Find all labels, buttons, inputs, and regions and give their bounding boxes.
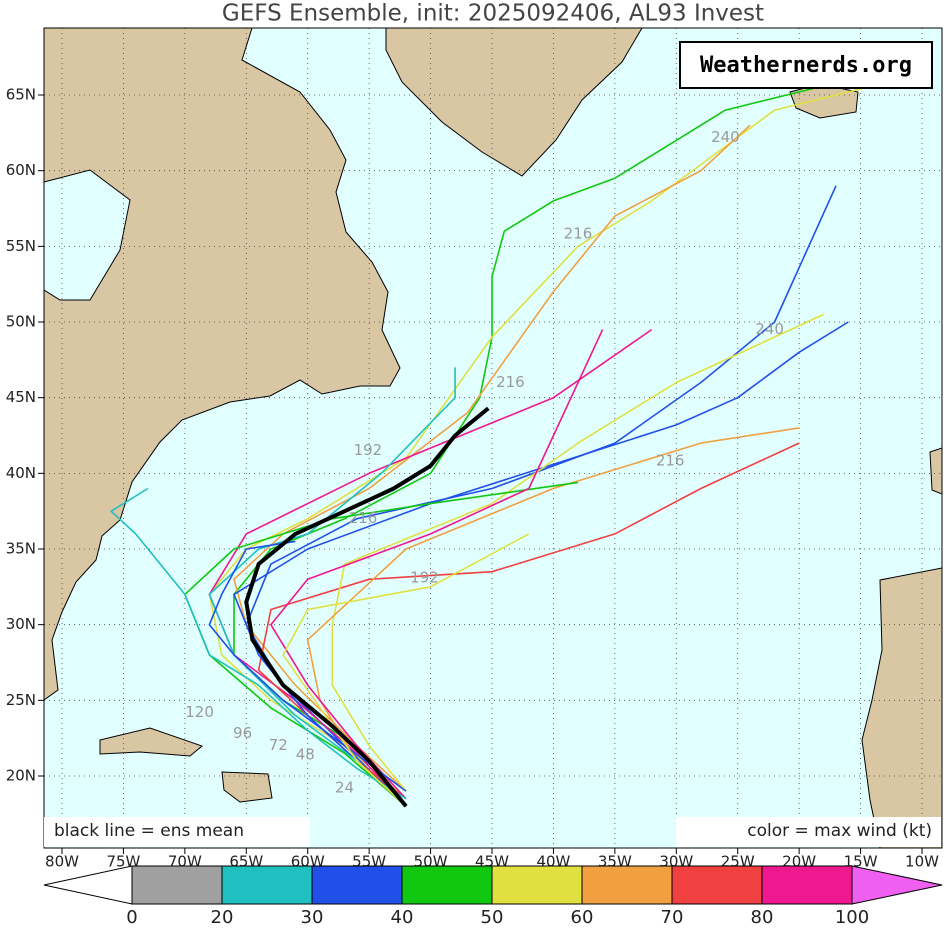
note-box [676, 817, 941, 847]
hour-label: 192 [410, 568, 439, 586]
colorbar-box [221, 865, 313, 905]
hour-label: 240 [711, 128, 740, 146]
colorbar-label: 30 [301, 907, 324, 928]
mean-track [244, 406, 490, 808]
title: GEFS Ensemble, init: 2025092406, AL93 In… [222, 1, 764, 27]
colorbar-label: 40 [391, 907, 414, 928]
colorbar-label: 0 [126, 907, 137, 928]
hour-label: 216 [656, 452, 685, 470]
lat-tick-label: 50N [6, 313, 36, 331]
watermark-box [679, 41, 933, 89]
greenland [385, 28, 643, 177]
land-layer: 240 216 240 216 216 192 192 216 120 96 72 48 24 [44, 28, 942, 848]
colorbar-box [311, 865, 403, 905]
lat-tick-label: 20N [6, 767, 36, 785]
hour-label: 96 [233, 724, 252, 742]
colorbar-end [851, 865, 943, 905]
lat-tick-label: 45N [6, 388, 36, 406]
lat-tick-label: 60N [6, 161, 36, 179]
member-track [208, 540, 407, 792]
hour-label: 216 [564, 225, 593, 243]
member-track [245, 185, 837, 807]
colorbar-box [581, 865, 673, 905]
member-track [110, 487, 407, 800]
hispaniola [221, 771, 273, 803]
hour-label: 72 [269, 736, 288, 754]
colorbar-box [671, 865, 763, 905]
lon-tick-label: 10W [905, 853, 939, 871]
colorbar-box [761, 865, 853, 905]
member-track [270, 329, 604, 800]
note-box [44, 817, 310, 847]
colorbar-label: 20 [211, 907, 234, 928]
colorbar-label: 100 [835, 907, 869, 928]
map-frame [43, 27, 943, 849]
hudson-bay [44, 169, 131, 301]
note-left: black line = ens mean [54, 821, 244, 841]
hour-label: 240 [755, 320, 784, 338]
member-track [331, 313, 825, 792]
hour-label: 48 [296, 745, 315, 763]
colorbar-end [43, 865, 133, 905]
colorbar-label: 70 [661, 907, 684, 928]
colorbar-box [401, 865, 493, 905]
hour-label: 216 [496, 373, 525, 391]
lat-tick-label: 30N [6, 615, 36, 633]
north-america [44, 28, 401, 701]
hour-label: 24 [335, 779, 354, 797]
colorbar-label: 80 [751, 907, 774, 928]
lat-tick-label: 25N [6, 691, 36, 709]
lon-tick-label: 80W [45, 853, 79, 871]
lat-tick-label: 35N [6, 540, 36, 558]
cuba [99, 727, 204, 757]
colorbar-box [491, 865, 583, 905]
watermark: Weathernerds.org [700, 53, 912, 78]
hour-label: 120 [185, 703, 214, 721]
lat-tick-label: 40N [6, 464, 36, 482]
colorbar-label: 50 [481, 907, 504, 928]
member-track [233, 124, 751, 792]
member-track [208, 82, 886, 800]
lat-tick-label: 55N [6, 237, 36, 255]
note-right: color = max wind (kt) [747, 821, 932, 841]
lat-tick-label: 65N [6, 86, 36, 104]
hour-label: 216 [349, 509, 378, 527]
colorbar-label: 60 [571, 907, 594, 928]
iberia [929, 447, 942, 495]
member-track [282, 533, 530, 807]
colorbar-box [131, 865, 223, 905]
hour-label: 192 [354, 441, 383, 459]
